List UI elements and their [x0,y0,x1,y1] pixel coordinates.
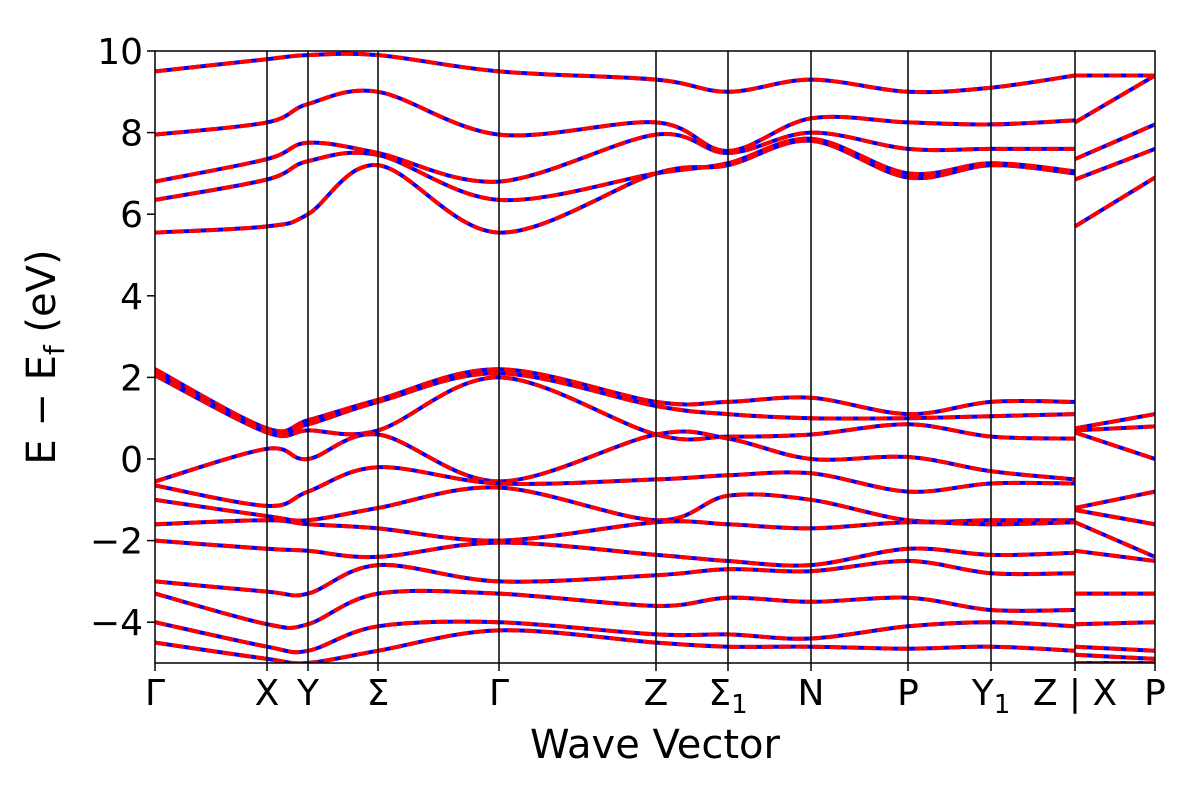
band-line-red [155,518,1076,543]
x-tick-label: Σ [367,673,390,714]
y-tick-label: 2 [120,358,143,399]
band-line-red [155,485,1075,524]
band-line-red [1074,147,1155,182]
band-line-red [155,558,1076,598]
x-axis-ticks: Γ X Y Σ Γ Z Σ1 N P Y1 Z | X P [145,663,1166,720]
band-line-red [155,130,1075,184]
band-lines [155,51,1155,663]
x-tick-label: Σ1 [708,673,747,720]
band-line-blue [155,485,1075,524]
band-line-red [155,588,1076,631]
x-axis-label: Wave Vector [530,722,781,768]
band-line-blue [155,88,1076,154]
y-tick-label: 4 [120,277,143,318]
band-line-blue [155,371,1076,436]
y-tick-label: 6 [120,195,143,236]
band-line-red [1074,489,1155,510]
band-line-red [1074,644,1155,653]
band-line-red [155,619,1076,655]
x-tick-label: P [897,673,919,714]
band-line-red [1074,548,1155,563]
y-tick-label: −2 [90,522,143,563]
band-line-red [1074,122,1155,161]
y-tick-label: 8 [120,114,143,155]
y-tick-label: 10 [97,32,143,73]
band-line-red [1074,508,1155,527]
y-tick-label: 0 [120,440,143,481]
band-line-red [1073,175,1155,229]
y-axis-ticks: −4 −2 0 2 4 6 8 10 [90,32,155,644]
x-tick-label: Γ [145,673,165,714]
plot-frame [154,50,1156,664]
band-line-red [1074,620,1155,627]
y-tick-label: −4 [90,603,143,644]
band-line-red [155,465,1076,508]
band-line-red [155,371,1076,436]
band-line-red [155,51,1076,95]
band-line-red [155,628,1076,663]
x-tick-label: Γ [489,673,509,714]
band-line-red [155,138,1076,235]
x-tick-label: P [1144,673,1166,714]
band-line-blue [155,138,1076,235]
band-line-red [155,136,1076,203]
band-line-blue [155,367,1076,434]
band-line-red [155,429,1076,484]
x-tick-label: Y [296,673,320,714]
y-axis-label: E − Ef (eV) [19,249,71,464]
band-line-red [155,88,1076,154]
band-line-red [1074,652,1155,661]
x-tick-label: N [798,673,825,714]
band-line-red [155,373,1076,442]
kpoint-vertical-lines [266,51,1076,663]
x-tick-label: X [255,673,280,714]
band-line-red [1074,430,1155,461]
band-line-red [1074,520,1155,559]
band-line-blue [155,538,1076,568]
x-tick-label: Y1 [971,673,1011,720]
band-line-blue [155,51,1076,95]
x-tick-label: Z | X [1033,673,1117,714]
band-line-red [155,538,1076,568]
band-line-red [1073,73,1155,125]
x-tick-label: Z [644,673,669,714]
band-line-red [1074,424,1155,433]
band-line-red [155,367,1076,434]
band-line-red [1074,412,1155,431]
